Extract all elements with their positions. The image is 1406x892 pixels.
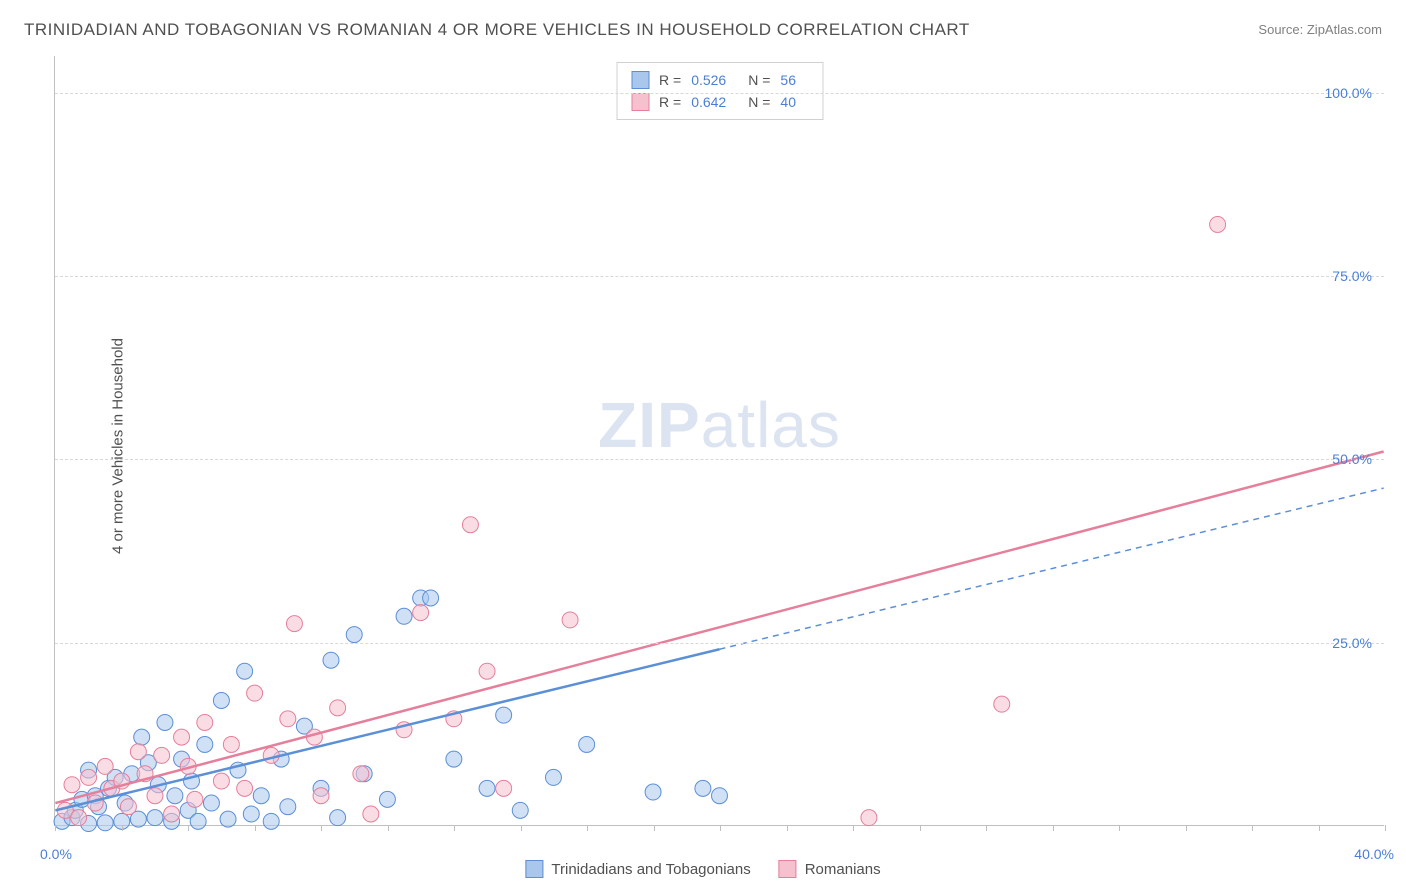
legend-item-1: Romanians bbox=[779, 860, 881, 878]
y-tick-label: 75.0% bbox=[1332, 268, 1372, 284]
x-tick-label-min: 0.0% bbox=[40, 846, 72, 862]
source-label: Source: bbox=[1258, 22, 1303, 37]
legend: Trinidadians and Tobagonians Romanians bbox=[525, 860, 880, 878]
y-tick-label: 50.0% bbox=[1332, 451, 1372, 467]
legend-label-1: Romanians bbox=[805, 861, 881, 878]
legend-item-0: Trinidadians and Tobagonians bbox=[525, 860, 750, 878]
x-tick-label-max: 40.0% bbox=[1354, 846, 1394, 862]
chart-title: TRINIDADIAN AND TOBAGONIAN VS ROMANIAN 4… bbox=[24, 20, 970, 40]
legend-label-0: Trinidadians and Tobagonians bbox=[551, 861, 750, 878]
legend-swatch-1 bbox=[779, 860, 797, 878]
plot-area: ZIPatlas R = 0.526 N = 56 R = 0.642 N = … bbox=[54, 56, 1384, 826]
source-value: ZipAtlas.com bbox=[1307, 22, 1382, 37]
source-attribution: Source: ZipAtlas.com bbox=[1258, 22, 1382, 37]
legend-swatch-0 bbox=[525, 860, 543, 878]
y-tick-label: 100.0% bbox=[1325, 85, 1372, 101]
plot-svg bbox=[55, 56, 1384, 825]
y-tick-label: 25.0% bbox=[1332, 635, 1372, 651]
